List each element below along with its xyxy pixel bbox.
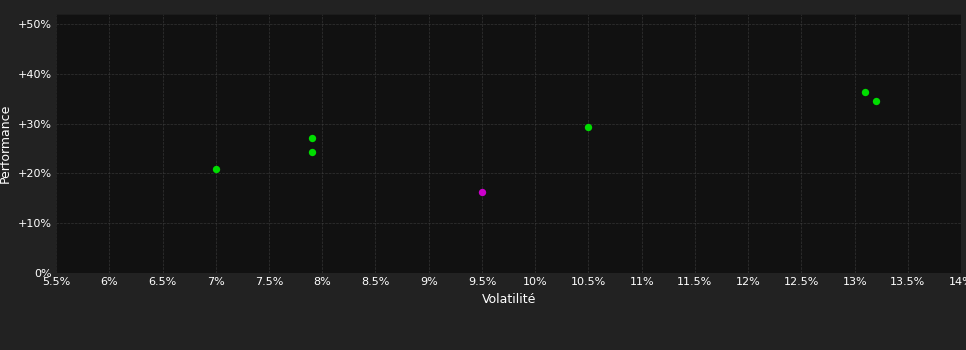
Point — [858, 89, 873, 95]
Point — [474, 189, 490, 195]
Point — [304, 149, 320, 155]
X-axis label: Volatilité: Volatilité — [481, 293, 536, 306]
Point — [304, 135, 320, 140]
Point — [208, 167, 223, 172]
Point — [868, 98, 884, 104]
Point — [581, 124, 596, 130]
Y-axis label: Performance: Performance — [0, 104, 13, 183]
